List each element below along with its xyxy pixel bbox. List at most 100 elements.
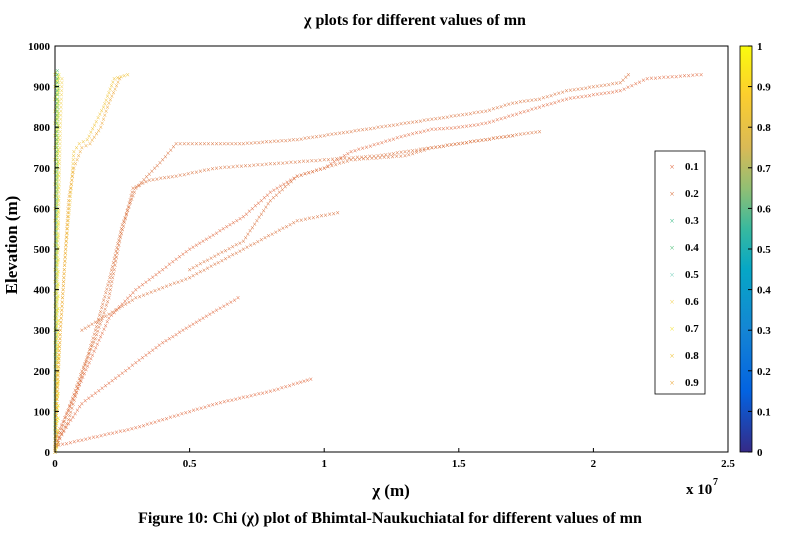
data-point: × [270,230,275,239]
data-point: × [238,215,243,224]
data-point: × [499,115,504,124]
data-point: × [187,245,192,254]
data-point: × [55,191,60,200]
data-point: × [299,216,304,225]
data-point: × [610,88,615,97]
data-point: × [460,139,465,148]
data-point: × [545,92,550,101]
data-point: × [54,175,59,184]
data-point: × [64,423,69,432]
data-point: × [503,132,508,141]
data-point: × [457,111,462,120]
data-point: × [140,281,145,290]
data-point: × [237,139,242,148]
data-point: × [54,78,59,87]
data-point: × [58,322,63,331]
data-point: × [54,274,59,283]
data-point: × [83,397,88,406]
data-point: × [368,124,373,133]
data-point: × [503,101,508,110]
data-point: × [166,149,171,158]
data-point: × [61,290,66,299]
data-point: × [55,209,60,218]
data-point: × [414,129,419,138]
data-point: × [283,382,288,391]
data-point: × [351,153,356,162]
data-point: × [125,206,130,215]
data-point: × [57,359,62,368]
data-point: × [464,138,469,147]
data-point: × [235,162,240,171]
data-point: × [58,330,63,339]
data-point: × [55,355,60,364]
data-point: × [56,146,61,155]
data-point: × [367,152,372,161]
data-point: × [54,421,59,430]
data-point: × [526,97,531,106]
data-point: × [59,306,64,315]
data-point: × [453,140,458,149]
data-point: × [54,337,59,346]
data-point: × [98,307,103,316]
data-point: × [60,294,65,303]
data-point: × [53,306,58,315]
data-point: × [54,420,59,429]
data-point: × [61,282,66,291]
data-point: × [71,400,76,409]
data-point: × [54,183,59,192]
data-point: × [378,153,383,162]
data-point: × [55,144,60,153]
x-axis: 0 0.5 1 1.5 2 2.5 [52,448,735,470]
data-point: × [330,161,335,170]
data-point: × [223,163,228,172]
data-point: × [53,337,58,346]
data-point: × [55,111,60,120]
data-point: × [54,351,59,360]
data-point: × [54,102,59,111]
data-point: × [403,152,408,161]
data-point: × [54,233,59,242]
data-point: × [54,234,59,243]
data-point: × [105,103,110,112]
data-point: × [256,161,261,170]
data-point: × [154,270,159,279]
data-point: × [54,184,59,193]
data-point: × [54,403,59,412]
data-point: × [54,363,59,372]
data-point: × [101,296,106,305]
legend: × 0.1× 0.2× 0.3× 0.4× 0.5× 0.6× 0.7× 0.8× 0.9 [669,161,699,389]
data-point: × [234,217,239,226]
data-point: × [268,188,273,197]
data-point: × [399,132,404,141]
data-point: × [69,180,74,189]
data-point: × [253,139,258,148]
data-point: × [282,180,287,189]
data-point: × [62,269,67,278]
data-point: × [78,377,83,386]
data-point: × [77,139,82,148]
data-point: × [301,157,306,166]
data-point: × [66,221,71,230]
data-point: × [256,237,261,246]
data-point: × [61,286,66,295]
data-point: × [136,181,141,190]
data-point: × [54,269,59,278]
data-point: × [61,282,66,291]
data-point: × [314,166,319,175]
data-point: × [376,139,381,148]
data-point: × [533,128,538,137]
data-point: × [198,167,203,176]
data-point: × [246,230,251,239]
data-point: × [55,265,60,274]
data-point: × [57,200,62,209]
data-point: × [383,122,388,131]
data-point: × [116,236,121,245]
data-point: × [139,178,144,187]
data-point: × [234,249,239,258]
data-point: × [55,380,60,389]
data-point: × [127,298,132,307]
data-point: × [53,345,58,354]
data-point: × [626,70,631,79]
data-point: × [372,141,377,150]
data-point: × [55,307,60,316]
